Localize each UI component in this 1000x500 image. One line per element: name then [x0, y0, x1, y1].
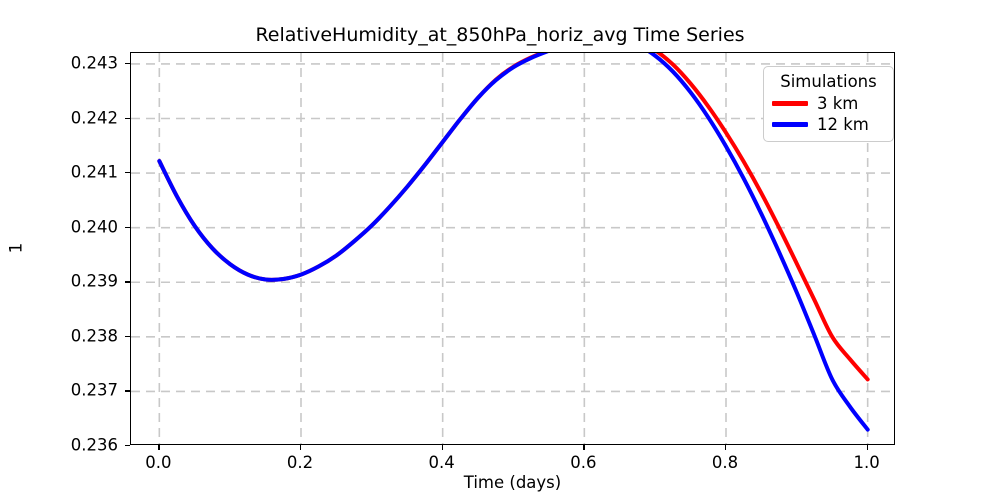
- y-tick-label: 0.238: [70, 326, 118, 346]
- x-tick-label: 0.2: [286, 453, 314, 472]
- y-tick-mark: [125, 62, 130, 65]
- legend-color-swatch: [772, 101, 808, 106]
- y-tick-label: 0.237: [70, 380, 118, 400]
- y-tick-label: 0.241: [70, 162, 118, 182]
- legend-item[interactable]: 12 km: [772, 115, 885, 134]
- x-tick-mark: [441, 445, 443, 450]
- legend: Simulations 3 km 12 km: [763, 66, 894, 142]
- plot-lines: [131, 53, 894, 444]
- y-tick-mark: [125, 226, 130, 228]
- x-tick-mark: [300, 445, 302, 450]
- legend-entries: 3 km 12 km: [772, 94, 885, 134]
- x-tick-label: 0.8: [711, 453, 739, 472]
- x-tick-label: 0.6: [570, 453, 597, 472]
- legend-item[interactable]: 3 km: [772, 94, 885, 113]
- y-tick-label: 0.236: [70, 435, 118, 455]
- y-tick-label: 0.240: [70, 217, 118, 237]
- y-tick-mark: [125, 281, 130, 283]
- y-axis-label: 1: [6, 242, 26, 254]
- x-tick-label: 0.4: [428, 453, 455, 472]
- y-tick-mark: [125, 172, 130, 174]
- y-tick-label: 0.239: [70, 271, 118, 291]
- y-tick-mark: [125, 335, 130, 338]
- legend-item-label: 3 km: [817, 94, 859, 113]
- x-tick-mark: [866, 445, 868, 450]
- x-tick-mark: [158, 445, 160, 450]
- legend-color-swatch: [772, 122, 808, 127]
- y-tick-label: 0.243: [70, 53, 118, 73]
- y-tick-mark: [125, 117, 130, 119]
- x-tick-label: 1.0: [853, 453, 880, 472]
- legend-title: Simulations: [780, 72, 877, 91]
- x-tick-mark: [725, 445, 727, 450]
- y-tick-label: 0.242: [70, 108, 118, 127]
- legend-item-label: 12 km: [817, 115, 869, 134]
- x-tick-mark: [583, 445, 585, 450]
- y-tick-mark: [125, 445, 130, 447]
- y-tick-mark: [125, 390, 130, 392]
- page-title: RelativeHumidity_at_850hPa_horiz_avg Tim…: [255, 24, 745, 46]
- series-line: [157, 53, 870, 432]
- x-axis-label: Time (days): [463, 473, 562, 492]
- x-tick-label: 0.0: [145, 453, 172, 472]
